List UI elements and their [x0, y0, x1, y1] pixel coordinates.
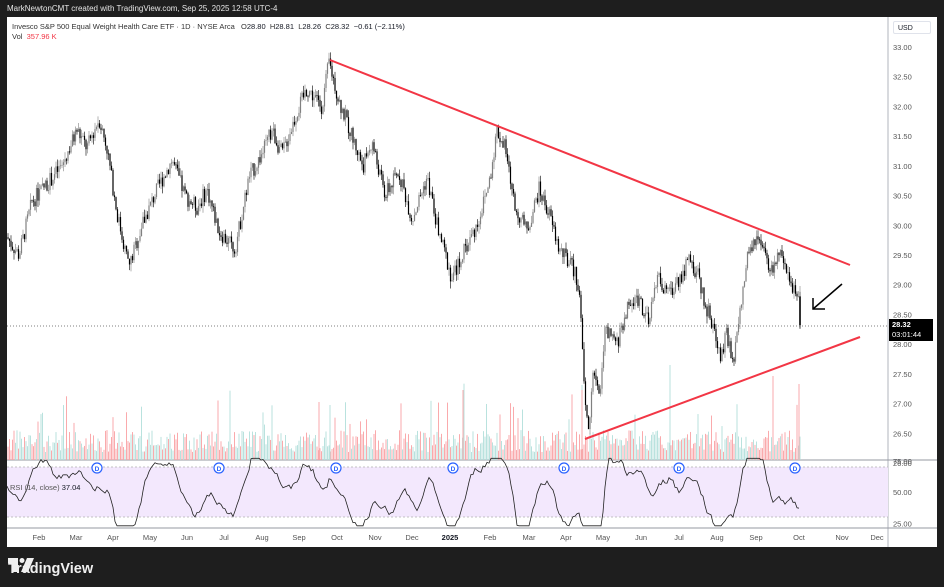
close-value: 28.32 [330, 22, 350, 31]
resistance-trendline[interactable] [329, 59, 851, 266]
tradingview-footer: TradingView [8, 558, 93, 580]
volume-bars [7, 365, 801, 460]
time-tick: Jul [674, 533, 684, 542]
price-tick: 28.00 [893, 340, 912, 349]
price-tick: 31.50 [893, 132, 912, 141]
volume-value: 357.96 K [26, 32, 57, 41]
rsi-band [7, 467, 888, 517]
time-tick: May [596, 533, 610, 542]
price-chart[interactable]: D D D D D D D 33.00 32.50 32.00 31.50 31.00 30.50 30… [7, 17, 937, 547]
price-tick: 33.00 [893, 43, 912, 52]
time-tick: Jul [219, 533, 229, 542]
currency-button[interactable]: USD [893, 21, 931, 34]
rsi-tick: 50.00 [893, 488, 912, 497]
price-tick: 27.00 [893, 400, 912, 409]
time-tick: Feb [33, 533, 46, 542]
price-tick: 28.50 [893, 310, 912, 319]
chart-credit: MarkNewtonCMT created with TradingView.c… [0, 0, 944, 17]
time-tick: Apr [560, 533, 572, 542]
high-value: 28.81 [275, 22, 295, 31]
time-tick: Feb [484, 533, 497, 542]
support-trendline[interactable] [584, 336, 861, 440]
time-tick: Apr [107, 533, 119, 542]
time-tick: Mar [70, 533, 83, 542]
rsi-axis-ticks: 75.00 50.00 25.00 [893, 457, 912, 529]
open-value: 28.80 [246, 22, 266, 31]
price-tick: 26.00 [893, 459, 912, 468]
svg-text:D: D [95, 466, 100, 473]
time-tick: Sep [292, 533, 305, 542]
price-axis-ticks: 33.00 32.50 32.00 31.50 31.00 30.50 30.00 29.50… [893, 43, 912, 468]
dividend-marker[interactable]: D [673, 462, 685, 474]
rsi-value: 37.04 [61, 483, 81, 492]
time-tick: Oct [793, 533, 806, 542]
dividend-marker[interactable]: D [447, 462, 459, 474]
last-price-tag: 28.32 03:01:44 [889, 319, 933, 341]
time-tick: Aug [255, 533, 268, 542]
price-tick: 30.50 [893, 192, 912, 201]
svg-text:D: D [793, 466, 798, 473]
time-tick: Sep [749, 533, 762, 542]
chart-frame[interactable]: D D D D D D D 33.00 32.50 32.00 31.50 31.00 30.50 30… [7, 17, 937, 547]
price-tick: 29.50 [893, 251, 912, 260]
legend-ohlc-row: Invesco S&P 500 Equal Weight Health Care… [12, 22, 405, 31]
price-tick: 26.50 [893, 429, 912, 438]
price-tick: 30.00 [893, 221, 912, 230]
price-tick: 27.50 [893, 370, 912, 379]
last-price-value: 28.32 [892, 320, 911, 329]
rsi-line [7, 457, 800, 527]
dividend-marker[interactable]: D [91, 462, 103, 474]
time-tick: Jun [181, 533, 193, 542]
bar-countdown: 03:01:44 [892, 330, 922, 339]
legend-volume-row: Vol 357.96 K [12, 32, 57, 41]
svg-text:D: D [677, 466, 682, 473]
rsi-label: RSI (14, close) [10, 483, 60, 492]
time-tick: Dec [405, 533, 419, 542]
symbol-name: Invesco S&P 500 Equal Weight Health Care… [12, 22, 235, 31]
price-tick: 29.00 [893, 281, 912, 290]
price-tick: 32.50 [893, 73, 912, 82]
time-tick: Nov [835, 533, 849, 542]
dividend-marker[interactable]: D [213, 462, 225, 474]
time-tick: Oct [331, 533, 344, 542]
candlesticks [7, 52, 801, 435]
dividend-marker[interactable]: D [789, 462, 801, 474]
time-tick: Mar [523, 533, 536, 542]
rsi-legend: RSI (14, close) 37.04 [10, 483, 80, 492]
price-tick: 31.00 [893, 162, 912, 171]
price-tick: 32.00 [893, 102, 912, 111]
time-tick: Nov [368, 533, 382, 542]
svg-text:D: D [562, 466, 567, 473]
svg-text:D: D [334, 466, 339, 473]
tradingview-logo-icon [8, 558, 34, 572]
dividend-marker[interactable]: D [330, 462, 342, 474]
time-tick: 2025 [442, 533, 459, 542]
dividend-marker[interactable]: D [558, 462, 570, 474]
symbol-legend: Invesco S&P 500 Equal Weight Health Care… [12, 22, 405, 42]
svg-text:D: D [217, 466, 222, 473]
rsi-tick: 75.00 [893, 457, 912, 466]
time-tick: Jun [635, 533, 647, 542]
time-tick: Dec [870, 533, 884, 542]
time-tick: Aug [710, 533, 723, 542]
time-axis-ticks: Feb Mar Apr May Jun Jul Aug Sep Oct Nov Dec 2025 Feb… [33, 533, 884, 542]
svg-text:D: D [451, 466, 456, 473]
change-value: −0.61 (−2.11%) [353, 22, 405, 31]
arrow-annotation[interactable] [812, 283, 843, 310]
time-tick: May [143, 533, 157, 542]
low-value: 28.26 [302, 22, 322, 31]
rsi-tick: 25.00 [893, 519, 912, 528]
